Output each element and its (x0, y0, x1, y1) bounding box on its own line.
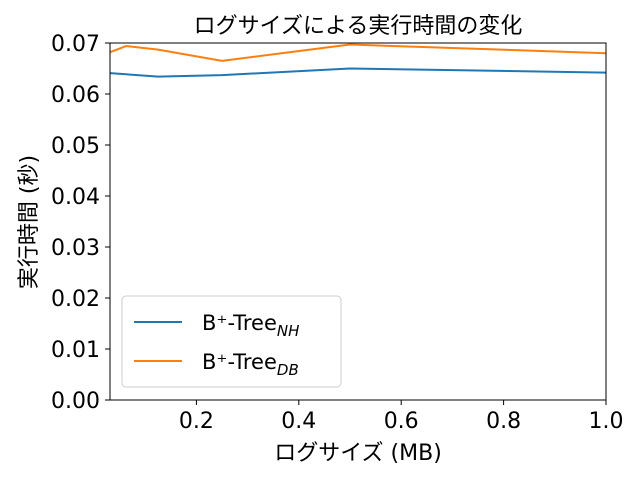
y-tick-label: 0.05 (51, 134, 100, 159)
legend-label-nh-sub: NH (277, 322, 300, 340)
y-tick-label: 0.04 (51, 185, 100, 210)
legend-box (121, 295, 342, 388)
y-axis: 0.00 0.01 0.02 0.03 0.04 0.05 0.06 0.07 (51, 32, 110, 414)
x-axis-label: ログサイズ (MB) (274, 441, 442, 466)
series-line-db (109, 43, 607, 62)
legend-label-db-sub: DB (277, 361, 299, 379)
y-tick-label: 0.06 (51, 83, 100, 108)
y-axis-label: 実行時間 (秒) (17, 155, 42, 289)
x-tick-label: 0.4 (281, 409, 316, 434)
series-layer (109, 43, 607, 78)
legend-label-nh: B⁺-TreeNH (202, 311, 299, 340)
y-tick-label: 0.07 (51, 32, 100, 57)
x-tick-label: 0.2 (179, 409, 214, 434)
plot-frame (109, 42, 607, 401)
series-line-nh (109, 67, 607, 78)
x-tick-label: 0.8 (486, 409, 521, 434)
x-tick-label: 0.6 (384, 409, 419, 434)
legend-label-db-main: B⁺-Tree (202, 350, 277, 374)
y-tick-label: 0.00 (51, 389, 100, 414)
x-axis: 0.2 0.4 0.6 0.8 1.0 (179, 400, 624, 434)
y-tick-label: 0.01 (51, 338, 100, 363)
legend-label-nh-main: B⁺-Tree (202, 311, 277, 335)
legend-label-db: B⁺-TreeDB (202, 350, 299, 379)
y-tick-label: 0.02 (51, 287, 100, 312)
y-tick-label: 0.03 (51, 236, 100, 261)
legend: B⁺-TreeNH B⁺-TreeDB (121, 295, 342, 388)
x-tick-label: 1.0 (589, 409, 624, 434)
chart-title: ログサイズによる実行時間の変化 (194, 14, 523, 39)
